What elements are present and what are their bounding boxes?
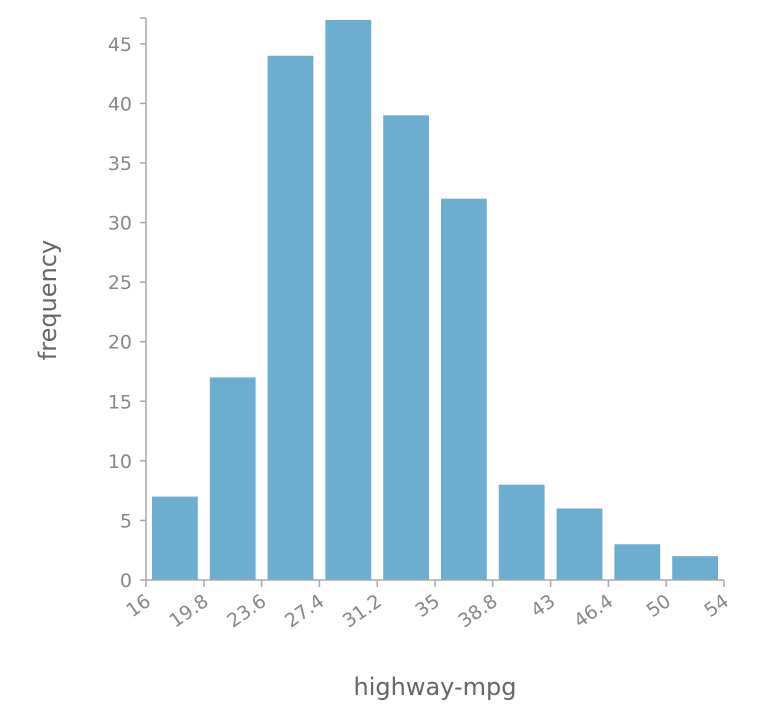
- x-tick-label-7: 43: [527, 590, 559, 622]
- histogram-bar-7: [556, 508, 603, 580]
- x-tick-label-5: 35: [411, 590, 443, 622]
- y-tick-label-7: 35: [108, 153, 132, 175]
- y-ticks-group: 0 5 10 15 20 25 30 35 40 45: [108, 17, 146, 592]
- x-axis-title: highway-mpg: [354, 673, 517, 701]
- histogram-bar-4: [383, 115, 429, 580]
- y-axis-title: frequency: [34, 240, 62, 360]
- x-tick-label-2: 23.6: [223, 590, 270, 632]
- x-tick-label-1: 19.8: [165, 590, 212, 632]
- x-tick-label-4: 31.2: [339, 590, 386, 632]
- x-tick-label-6: 38.8: [454, 590, 501, 632]
- histogram-bar-1: [209, 377, 256, 580]
- histogram-bar-9: [672, 556, 718, 580]
- bars-group: [152, 20, 718, 581]
- histogram-bar-3: [325, 20, 372, 580]
- y-tick-label-4: 20: [108, 332, 132, 354]
- x-ticks-group: 16 19.8 23.6 27.4 31.2 35 38.8 43 46.4 50 54: [122, 580, 733, 632]
- x-tick-label-3: 27.4: [281, 590, 328, 632]
- y-tick-label-6: 30: [108, 213, 132, 235]
- x-tick-label-10: 54: [700, 590, 732, 622]
- histogram-bar-5: [441, 198, 487, 581]
- histogram-bar-8: [614, 544, 661, 580]
- histogram-bar-6: [498, 484, 545, 580]
- x-tick-label-9: 50: [643, 590, 675, 622]
- histogram-bar-2: [267, 55, 314, 580]
- y-tick-label-9: 45: [108, 34, 132, 56]
- y-tick-label-2: 10: [108, 451, 132, 473]
- y-tick-label-1: 5: [120, 510, 132, 532]
- x-tick-label-8: 46.4: [570, 590, 617, 632]
- x-tick-label-0: 16: [122, 590, 154, 622]
- y-tick-label-5: 25: [108, 272, 132, 294]
- y-tick-label-0: 0: [120, 570, 132, 592]
- y-tick-label-8: 40: [108, 93, 132, 115]
- y-tick-label-3: 15: [108, 391, 132, 413]
- histogram-bar-0: [152, 496, 198, 580]
